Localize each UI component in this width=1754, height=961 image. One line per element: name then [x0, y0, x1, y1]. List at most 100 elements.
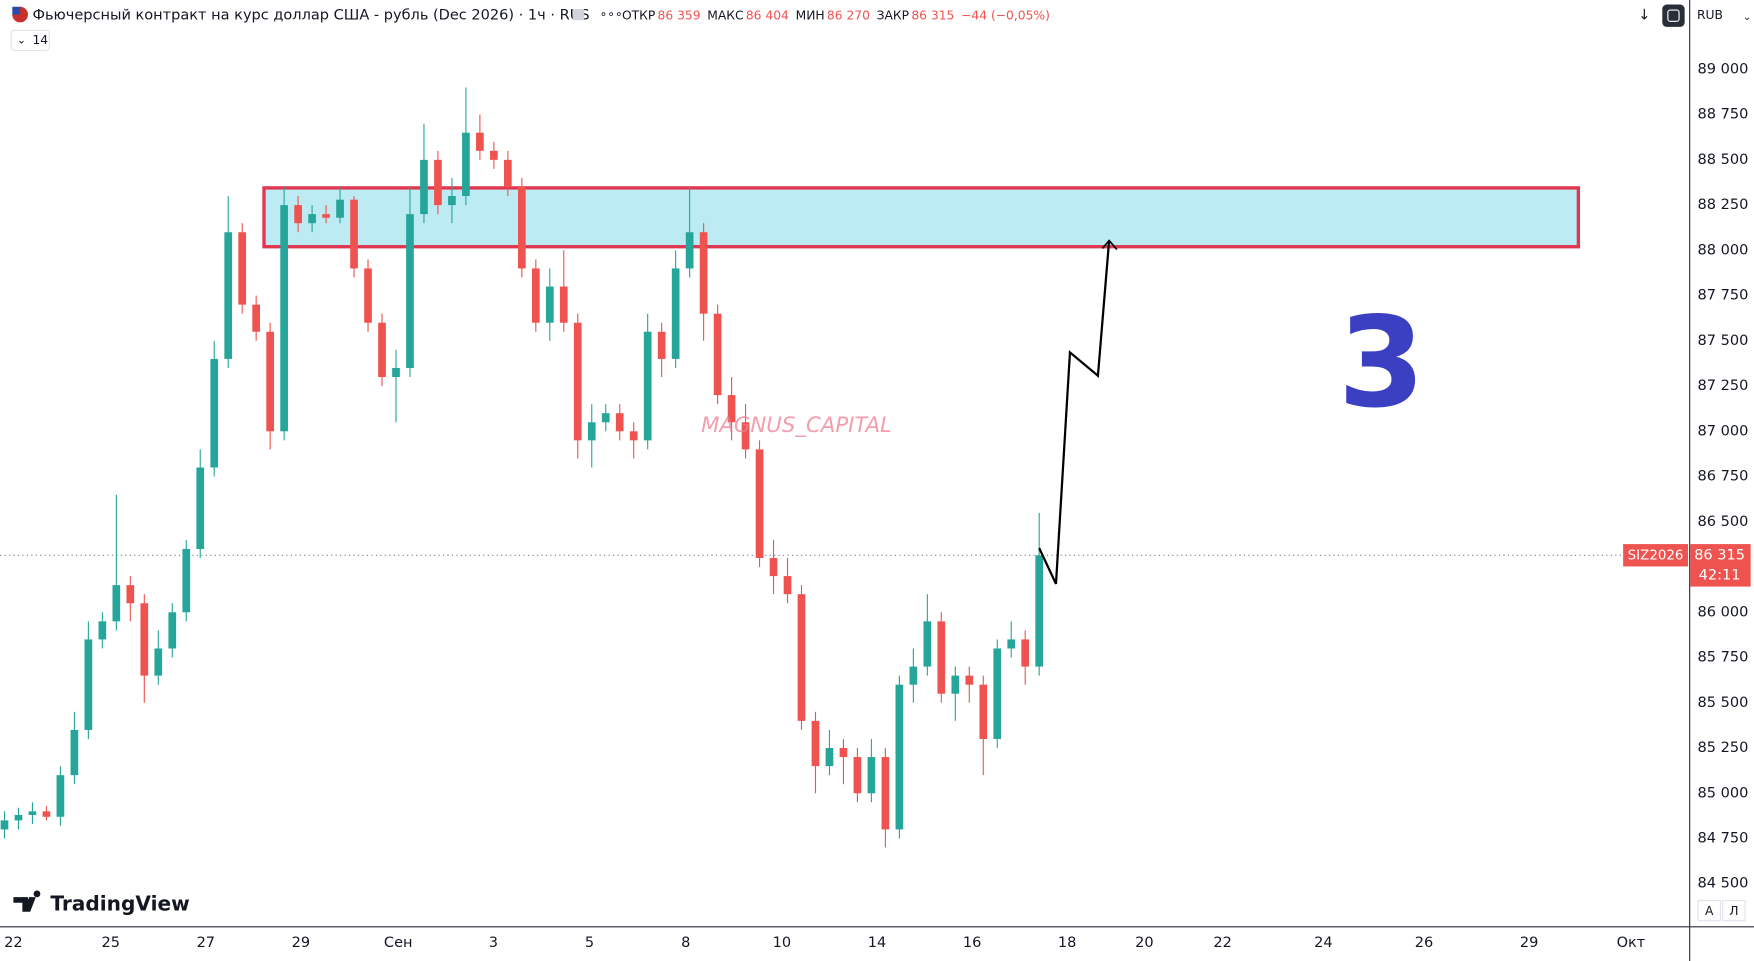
indicator-toggle[interactable]: [10, 29, 50, 51]
candle-body: [392, 367, 400, 378]
candle-body: [699, 232, 708, 314]
candle-body: [238, 232, 247, 305]
settings-button[interactable]: [1662, 4, 1685, 27]
x-tick-label: 29: [1520, 935, 1539, 951]
icon: [572, 9, 584, 21]
candle-body: [350, 199, 358, 269]
symbol-title[interactable]: Фьючерсный контракт на курс доллар США -…: [32, 8, 589, 24]
candle-body: [56, 775, 65, 817]
candle-body: [476, 132, 484, 151]
candle-body: [909, 666, 918, 685]
candle-body: [210, 358, 219, 468]
candle-body: [252, 304, 261, 332]
ohlc-label: ЗАКР: [877, 8, 909, 22]
candle-body: [895, 684, 904, 830]
indicator-value: 14: [32, 33, 48, 47]
x-tick-label: 27: [197, 935, 216, 951]
symbol-label: SIZ2026: [1628, 548, 1684, 563]
candle-body: [504, 159, 512, 187]
candle-body: [559, 286, 568, 323]
candle-body: [657, 331, 666, 359]
candle-body: [755, 449, 764, 558]
watermark: MAGNUS_CAPITAL: [701, 413, 892, 438]
x-tick-label: 10: [773, 935, 792, 951]
price-label: 86 315: [1694, 547, 1745, 563]
y-tick-label: 88 000: [1698, 242, 1749, 258]
x-tick-label: 22: [4, 935, 23, 951]
candle-body: [979, 684, 988, 739]
y-tick-label: 86 750: [1698, 469, 1749, 485]
y-tick-label: 84 750: [1698, 830, 1749, 846]
x-tick-label: Сен: [384, 935, 413, 951]
chevron: ⌄: [1743, 12, 1751, 23]
candle-body: [517, 186, 526, 269]
candle-body: [839, 748, 848, 758]
candle-body: [965, 675, 974, 685]
candle-body: [0, 820, 9, 830]
auto-scale-button[interactable]: [1697, 899, 1722, 922]
arrow-head: [1101, 239, 1118, 251]
x-tick-label: 18: [1058, 935, 1077, 951]
candle-body: [713, 313, 722, 396]
candle-body: [1021, 639, 1030, 667]
annotation-number: 3: [1338, 290, 1425, 436]
y-tick-label: 88 500: [1698, 152, 1749, 168]
log-scale-button[interactable]: [1722, 899, 1746, 922]
candle-body: [14, 814, 23, 821]
candle-body: [322, 214, 330, 218]
y-tick-label: 85 500: [1698, 695, 1749, 711]
x-tick-label: 16: [963, 935, 982, 951]
y-tick-label: 84 500: [1698, 876, 1749, 892]
ohlc-label: МАКС: [707, 8, 743, 22]
candle-body: [1035, 555, 1044, 667]
candle-body: [993, 648, 1002, 739]
candle-body: [685, 232, 694, 269]
candle-body: [769, 557, 778, 577]
candle-body: [462, 132, 470, 197]
candle-body: [531, 268, 540, 323]
y-tick-label: 89 000: [1698, 61, 1749, 77]
candle-body: [448, 196, 456, 206]
candle-body: [643, 331, 652, 441]
price-label-bg: [1690, 544, 1751, 587]
symbol-label-bg: [1623, 544, 1689, 567]
y-tick-label: 87 000: [1698, 423, 1749, 439]
projection-path: [1038, 240, 1111, 585]
countdown: 42:11: [1699, 567, 1741, 583]
x-tick-label: 24: [1314, 935, 1333, 951]
candle-body: [573, 322, 582, 441]
resistance-zone: [262, 186, 1581, 249]
chevron: ⌄: [17, 33, 26, 46]
auto-scale-label: A: [1705, 904, 1714, 918]
tradingview-logo: [13, 890, 41, 912]
log-scale-label: Л: [1729, 904, 1738, 918]
candle-body: [811, 720, 820, 767]
candle-body: [168, 612, 177, 649]
x-tick-label: 25: [101, 935, 120, 951]
branding: TradingView: [50, 892, 189, 916]
candle-body: [28, 811, 37, 815]
download-icon[interactable]: ↓: [1638, 8, 1650, 24]
currency[interactable]: RUB: [1697, 8, 1723, 22]
candle-body: [196, 467, 205, 549]
y-tick-label: 85 750: [1698, 650, 1749, 666]
candle-body: [434, 159, 442, 206]
candle-body: [615, 413, 624, 432]
y-tick-label: 85 000: [1698, 785, 1749, 801]
candle-body: [825, 748, 834, 767]
ohlc-label: ОТКР: [622, 8, 655, 22]
candle-body: [867, 757, 876, 794]
candle-body: [853, 757, 862, 794]
candle-body: [490, 150, 498, 160]
ohlc-value: 86 270: [827, 8, 870, 22]
candle-body: [671, 268, 680, 359]
y-tick-label: 86 500: [1698, 514, 1749, 530]
x-tick-label: 20: [1135, 935, 1154, 951]
candle-body: [364, 268, 372, 323]
ohlc-value: 86 404: [746, 8, 789, 22]
candle-body: [881, 757, 890, 830]
y-tick-label: 87 500: [1698, 333, 1749, 349]
y-tick-label: 88 250: [1698, 197, 1749, 213]
y-tick-label: 88 750: [1698, 107, 1749, 123]
